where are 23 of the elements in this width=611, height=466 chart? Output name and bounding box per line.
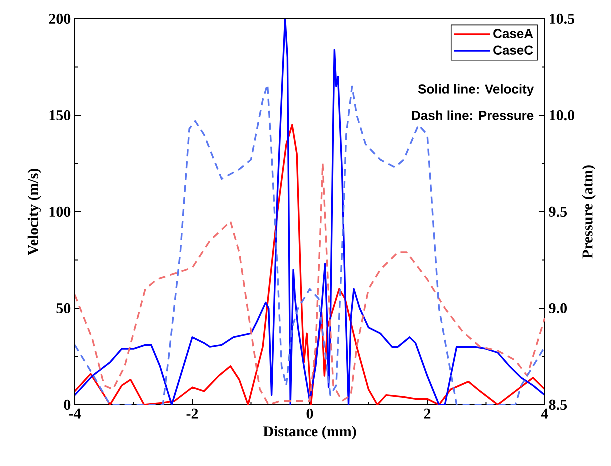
x-tick-label: -2 (186, 408, 198, 419)
y-tick-label: 150 (50, 110, 71, 121)
y2-axis-title: Pressure (atm) (582, 166, 596, 259)
x-axis-title: Distance (mm) (263, 426, 356, 440)
y2-tick-label: 10.5 (550, 14, 575, 24)
y-tick-label: 200 (49, 14, 71, 24)
annotation: Solid line: Velocity (418, 84, 534, 96)
y-tick-label: 50 (56, 303, 71, 314)
x-tick-label: 4 (541, 408, 548, 419)
y-axis-title: Velocity (m/s) (28, 168, 42, 256)
legend-label: CaseA (494, 29, 534, 38)
x-tick-label: 0 (306, 408, 314, 419)
x-tick-label: -4 (69, 408, 81, 419)
y2-tick-label: 9.5 (549, 206, 568, 218)
x-tick-label: 2 (424, 408, 431, 419)
y-tick-label: 0 (64, 400, 71, 410)
y-tick-label: 100 (50, 206, 71, 218)
y2-tick-label: 8.5 (549, 400, 568, 410)
y2-tick-label: 9.0 (549, 303, 568, 314)
y2-tick-label: 10.0 (550, 110, 575, 121)
annotation: Dash line: Pressure (412, 110, 534, 120)
legend-label: CaseC (494, 46, 534, 55)
line-series (75, 18, 545, 405)
